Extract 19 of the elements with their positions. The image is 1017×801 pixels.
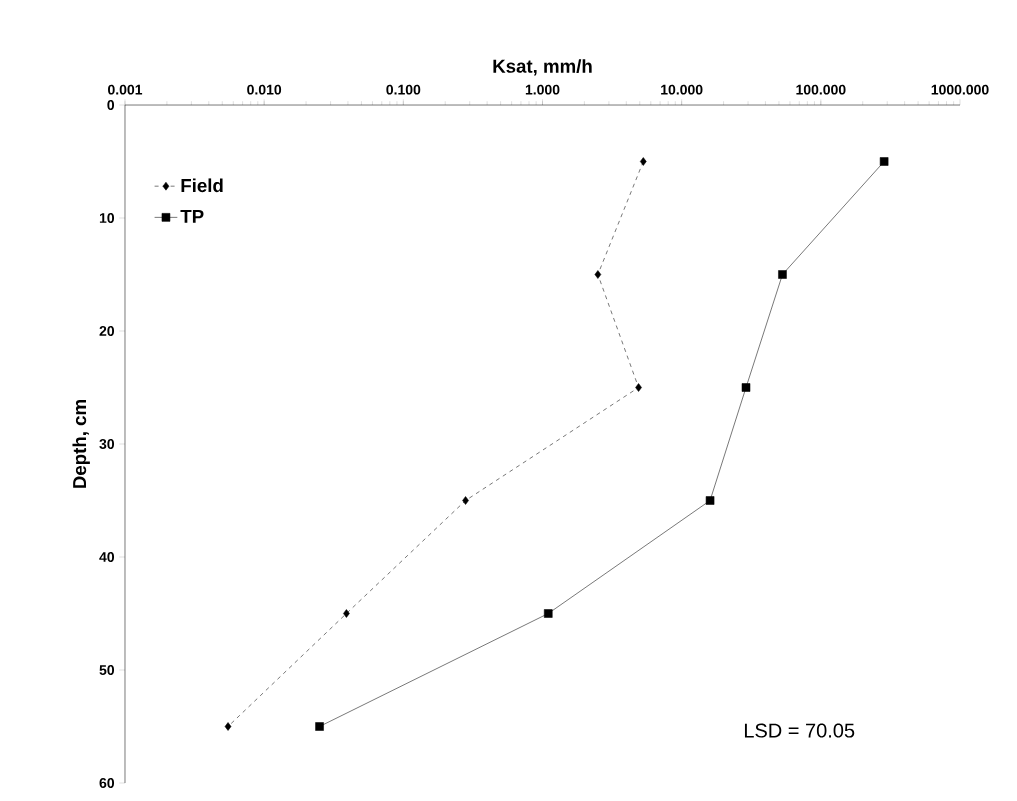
y-axis-title: Depth, cm <box>72 400 90 488</box>
y-tick-label: 50 <box>99 665 115 675</box>
legend-label: TP <box>180 209 204 223</box>
y-tick-label: 40 <box>99 552 115 562</box>
x-tick-label: 0.100 <box>386 84 421 95</box>
y-tick-label: 20 <box>99 326 115 336</box>
x-tick-label: 10.000 <box>661 84 703 95</box>
y-tick-label: 0 <box>107 100 115 110</box>
x-axis-title: Ksat, mm/h <box>493 59 592 76</box>
x-tick-label: 0.010 <box>247 84 282 95</box>
y-tick-label: 10 <box>99 213 115 223</box>
y-tick-label: 60 <box>99 778 115 788</box>
x-tick-label: 1000.000 <box>931 84 989 95</box>
x-tick-label: 0.001 <box>108 84 143 95</box>
x-tick-label: 100.000 <box>796 84 846 95</box>
annotation: LSD = 70.05 <box>744 723 855 738</box>
x-tick-label: 1.000 <box>525 84 560 95</box>
legend-label: Field <box>181 178 223 193</box>
y-tick-label: 30 <box>99 439 115 449</box>
